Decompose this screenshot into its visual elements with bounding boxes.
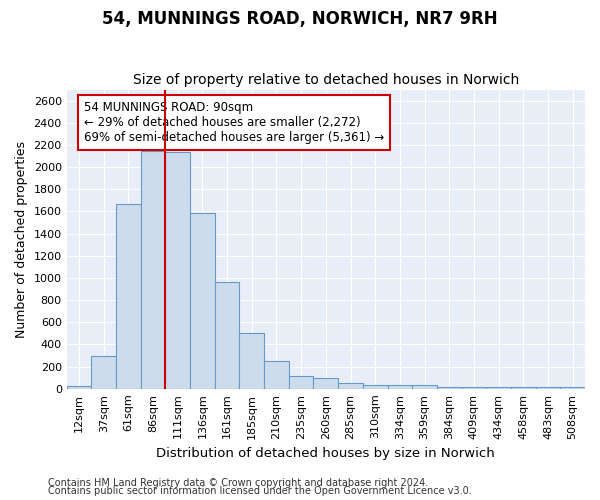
- Bar: [215, 282, 239, 389]
- Bar: [511, 386, 536, 389]
- Bar: [67, 386, 91, 389]
- Bar: [313, 378, 338, 389]
- Bar: [486, 386, 511, 389]
- Bar: [412, 386, 437, 389]
- Text: 54 MUNNINGS ROAD: 90sqm
← 29% of detached houses are smaller (2,272)
69% of semi: 54 MUNNINGS ROAD: 90sqm ← 29% of detache…: [84, 100, 384, 144]
- Bar: [289, 376, 313, 389]
- Bar: [91, 356, 116, 389]
- Bar: [338, 384, 363, 389]
- Bar: [536, 387, 560, 389]
- Text: Contains HM Land Registry data © Crown copyright and database right 2024.: Contains HM Land Registry data © Crown c…: [48, 478, 428, 488]
- Text: 54, MUNNINGS ROAD, NORWICH, NR7 9RH: 54, MUNNINGS ROAD, NORWICH, NR7 9RH: [102, 10, 498, 28]
- Text: Contains public sector information licensed under the Open Government Licence v3: Contains public sector information licen…: [48, 486, 472, 496]
- Bar: [190, 212, 215, 389]
- X-axis label: Distribution of detached houses by size in Norwich: Distribution of detached houses by size …: [157, 447, 495, 460]
- Bar: [166, 152, 190, 389]
- Bar: [239, 334, 264, 389]
- Bar: [437, 386, 461, 389]
- Bar: [264, 361, 289, 389]
- Bar: [116, 204, 141, 389]
- Bar: [363, 386, 388, 389]
- Title: Size of property relative to detached houses in Norwich: Size of property relative to detached ho…: [133, 73, 519, 87]
- Bar: [461, 386, 486, 389]
- Bar: [141, 150, 166, 389]
- Bar: [560, 386, 585, 389]
- Y-axis label: Number of detached properties: Number of detached properties: [15, 140, 28, 338]
- Bar: [388, 386, 412, 389]
